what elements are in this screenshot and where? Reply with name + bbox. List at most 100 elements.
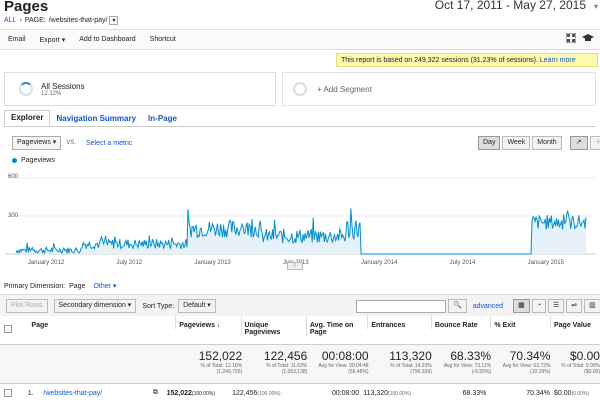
y-axis-label-600: 600 — [8, 174, 19, 180]
total-bounce: 68.33% Avg for View: 73.11% (-6.55%) — [432, 345, 491, 375]
breadcrumb-separator: › — [19, 17, 22, 24]
column-header-exit[interactable]: % Exit — [490, 316, 550, 329]
row-pageviews-value: 152,022 — [166, 389, 192, 397]
row-exit: 70.34% — [526, 389, 551, 397]
export-label: Export — [39, 36, 60, 44]
education-cap-icon[interactable] — [582, 33, 594, 43]
page-title: Pages — [4, 0, 49, 15]
pivot-view-icon[interactable]: ▥ — [584, 299, 600, 313]
primary-dimension-bar: Primary Dimension: Page Other ▾ — [4, 282, 117, 291]
row-page-value-pct: (0.00%) — [571, 390, 590, 397]
x-axis-label: January 2015 — [528, 260, 565, 266]
breadcrumb-page-value: /websites-that-pay/ — [48, 17, 108, 24]
metric-select-value: Pageviews — [17, 139, 51, 146]
total-entrances-sub: % of Total: 14.23% (796,339) — [390, 363, 432, 375]
empty-segment-icon — [293, 82, 307, 96]
data-table-view-icon[interactable]: ▦ — [513, 299, 530, 313]
tab-navigation-summary[interactable]: Navigation Summary — [56, 114, 137, 123]
table-search-input[interactable] — [356, 299, 446, 313]
plot-rows-button[interactable]: Plot Rows — [6, 299, 48, 313]
column-header-page-value[interactable]: Page Value — [550, 316, 600, 329]
metric-select[interactable]: Pageviews ▾ — [12, 136, 62, 150]
add-segment-label: + Add Segment — [317, 84, 372, 94]
sort-type-value: Default — [183, 302, 206, 309]
y-axis-label-300: 300 — [8, 213, 19, 219]
comparison-view-icon[interactable]: ⇌ — [566, 299, 583, 313]
week-button[interactable]: Week — [502, 136, 531, 150]
customize-grid-icon[interactable] — [566, 33, 576, 43]
learn-more-link[interactable]: Learn more — [539, 57, 576, 64]
x-axis-label: January 2012 — [28, 260, 65, 266]
table-row: 1. /websites-that-pay/ ⧉ 152,022(100.00%… — [0, 384, 600, 402]
total-unique-sub: % of Total: 11.63% (1,053,138) — [266, 363, 308, 375]
pageviews-area — [16, 208, 586, 254]
sort-type-select[interactable]: Default ▾ — [178, 299, 216, 313]
column-header-pageviews[interactable]: Pageviews ↓ — [175, 316, 240, 329]
line-chart-icon[interactable]: ↗ — [569, 136, 588, 150]
row-checkbox[interactable] — [0, 389, 18, 397]
breadcrumb-all[interactable]: ALL — [4, 17, 17, 24]
add-to-dashboard-button[interactable]: Add to Dashboard — [79, 36, 136, 43]
email-button[interactable]: Email — [8, 36, 26, 43]
tab-explorer[interactable]: Explorer — [4, 110, 51, 126]
performance-view-icon[interactable]: ☰ — [547, 299, 565, 313]
total-entrances-value: 113,320 — [389, 349, 432, 363]
chevron-down-icon: ▾ — [61, 36, 66, 44]
export-button[interactable]: Export ▾ — [40, 36, 66, 44]
tab-in-page[interactable]: In-Page — [148, 114, 177, 123]
x-axis-label: January 2013 — [194, 260, 231, 266]
total-pageviews-value: 152,022 — [198, 349, 243, 363]
row-page-value-value: $0.00 — [554, 389, 572, 397]
sampling-notice: This report is based on 249,322 sessions… — [336, 53, 598, 67]
secondary-dimension-select[interactable]: Secondary dimension ▾ — [53, 299, 137, 313]
motion-chart-icon[interactable]: ⁘ — [589, 136, 600, 150]
sort-arrow-icon: ↓ — [216, 322, 221, 329]
percentage-view-icon[interactable]: ◔ — [531, 299, 546, 313]
column-header-bounce-rate[interactable]: Bounce Rate — [430, 316, 491, 329]
month-button[interactable]: Month — [532, 136, 562, 150]
column-header-page[interactable]: Page — [31, 322, 49, 329]
shortcut-button[interactable]: Shortcut — [149, 36, 176, 43]
total-entrances: 113,320% of Total: 14.23% (796,339) — [369, 345, 432, 375]
row-index: 1. — [27, 389, 34, 397]
primary-dimension-value: Page — [69, 282, 86, 290]
pageviews-line — [15, 208, 587, 255]
x-axis-label: January 2014 — [361, 260, 398, 266]
table-header-row: Page Pageviews ↓ Unique Pageviews Avg. T… — [0, 316, 600, 345]
breadcrumb: ALL › PAGE: /websites-that-pay/ ▾ — [4, 16, 119, 25]
total-pageviews: 152,022% of Total: 12.16% (1,249,755) — [177, 345, 242, 375]
secondary-dimension-label: Secondary dimension — [58, 302, 126, 309]
total-exit-value: 70.34% — [509, 349, 551, 363]
segment-all-sessions[interactable]: All Sessions 12.12% — [4, 72, 276, 106]
date-range-picker[interactable]: Oct 17, 2011 - May 27, 2015 — [434, 0, 586, 12]
row-page-link[interactable]: /websites-that-pay/ — [43, 389, 103, 397]
column-header-entrances[interactable]: Entrances — [367, 316, 430, 329]
other-dimension-link[interactable]: Other ▾ — [93, 283, 117, 290]
report-tabs: Explorer Navigation Summary In-Page — [4, 110, 596, 127]
total-bounce-value: 68.33% — [450, 349, 492, 363]
select-all-checkbox[interactable] — [0, 316, 17, 333]
chevron-down-icon[interactable]: ▾ — [593, 2, 598, 11]
column-header-avg-time[interactable]: Avg. Time on Page — [305, 316, 368, 336]
total-avg-time-sub: Avg for View: 00:04:48 (66.48%) — [318, 363, 369, 375]
chevron-down-icon[interactable]: ▾ — [109, 16, 119, 25]
day-button[interactable]: Day — [478, 136, 501, 150]
chart-resize-handle[interactable]: ⁞ — [287, 262, 303, 270]
open-page-icon[interactable]: ⧉ — [152, 389, 158, 396]
row-page-value: $0.00(0.00%) — [554, 390, 600, 397]
x-axis-label: July 2012 — [116, 260, 142, 266]
advanced-filter-link[interactable]: advanced — [472, 302, 504, 310]
segment-name: All Sessions — [41, 81, 85, 91]
total-unique: 122,456% of Total: 11.63% (1,053,138) — [242, 345, 307, 375]
total-unique-value: 122,456 — [263, 349, 308, 363]
table-totals-row: 152,022% of Total: 12.16% (1,249,755) 12… — [0, 345, 600, 384]
row-entrances: 113,320(100.00%) — [363, 390, 427, 397]
select-metric-link[interactable]: Select a metric — [86, 139, 133, 147]
total-avg-time: 00:08:00 Avg for View: 00:04:48 (66.48%) — [307, 345, 368, 375]
column-header-unique-pageviews[interactable]: Unique Pageviews — [240, 316, 306, 336]
search-icon[interactable]: 🔍 — [448, 299, 467, 313]
total-page-value-value: $0.00 — [569, 349, 600, 363]
data-table: Page Pageviews ↓ Unique Pageviews Avg. T… — [0, 316, 600, 402]
add-segment-button[interactable]: + Add Segment — [282, 72, 596, 106]
pageviews-header-label: Pageviews — [179, 322, 215, 329]
